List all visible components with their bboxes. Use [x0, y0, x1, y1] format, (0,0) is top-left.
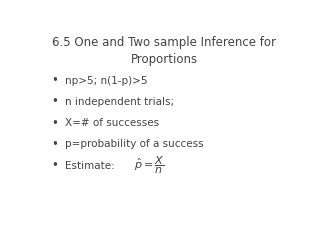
- Text: np>5; n(1-p)>5: np>5; n(1-p)>5: [65, 76, 147, 85]
- Text: •: •: [52, 159, 58, 172]
- Text: •: •: [52, 117, 58, 130]
- Text: •: •: [52, 95, 58, 108]
- Text: X=# of successes: X=# of successes: [65, 118, 159, 128]
- Text: p=probability of a success: p=probability of a success: [65, 139, 204, 149]
- Text: 6.5 One and Two sample Inference for
Proportions: 6.5 One and Two sample Inference for Pro…: [52, 36, 276, 66]
- Text: Estimate:: Estimate:: [65, 161, 115, 171]
- Text: n independent trials;: n independent trials;: [65, 97, 174, 107]
- Text: •: •: [52, 138, 58, 151]
- Text: •: •: [52, 74, 58, 87]
- Text: $\hat{p} = \dfrac{X}{n}$: $\hat{p} = \dfrac{X}{n}$: [134, 155, 165, 176]
